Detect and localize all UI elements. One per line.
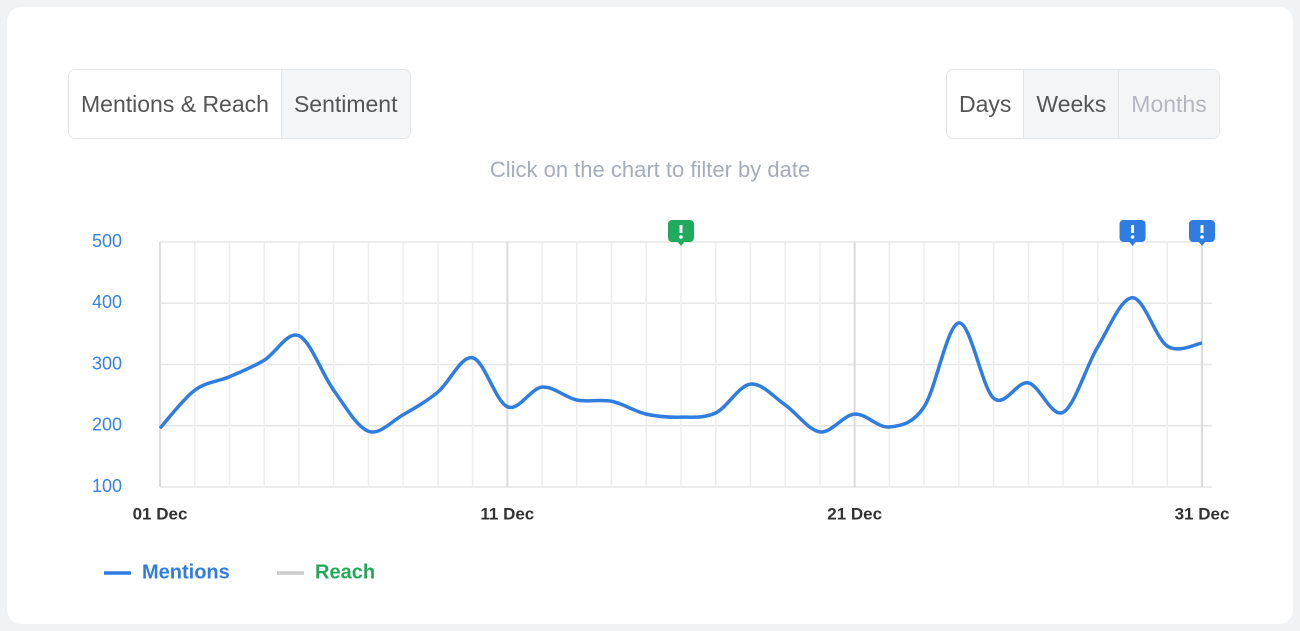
tab[interactable]: Mentions & Reach xyxy=(69,70,281,138)
y-tick-label: 100 xyxy=(92,476,122,496)
marker-bang xyxy=(1200,225,1204,233)
x-tick-label: 11 Dec xyxy=(480,504,534,523)
view-tabs: Mentions & Reach Sentiment xyxy=(68,69,411,139)
x-tick-label: 01 Dec xyxy=(133,504,188,523)
period-tabs: Days Weeks Months xyxy=(946,69,1220,139)
x-tick-label: 21 Dec xyxy=(827,504,882,523)
event-marker[interactable] xyxy=(1119,220,1146,246)
event-marker[interactable] xyxy=(668,220,694,246)
marker-dot xyxy=(1200,235,1204,239)
marker-dot xyxy=(1130,235,1135,239)
marker-tip xyxy=(1128,241,1137,246)
tab[interactable]: Days xyxy=(947,70,1024,138)
y-tick-label: 400 xyxy=(92,292,122,312)
marker-tip xyxy=(1198,241,1206,246)
legend-label: Mentions xyxy=(142,561,230,583)
marker-bang xyxy=(679,225,683,233)
marker-dot xyxy=(679,235,683,239)
y-tick-label: 500 xyxy=(92,231,122,251)
hint: Click on the chart to filter by date xyxy=(489,157,811,182)
legend-label: Reach xyxy=(315,561,375,583)
card: Mentions & Reach Sentiment Days Weeks Mo… xyxy=(7,7,1293,624)
tab[interactable]: Sentiment xyxy=(280,70,410,138)
y-tick-label: 300 xyxy=(92,353,122,373)
marker-bang xyxy=(1131,225,1135,233)
line-series xyxy=(158,295,1203,434)
y-tick-label: 200 xyxy=(92,415,122,435)
event-marker[interactable] xyxy=(1189,220,1215,246)
tab[interactable]: Weeks xyxy=(1023,70,1119,138)
x-tick-label: 31 Dec xyxy=(1175,504,1230,523)
tab[interactable]: Months xyxy=(1118,70,1219,138)
marker-tip xyxy=(677,241,685,246)
